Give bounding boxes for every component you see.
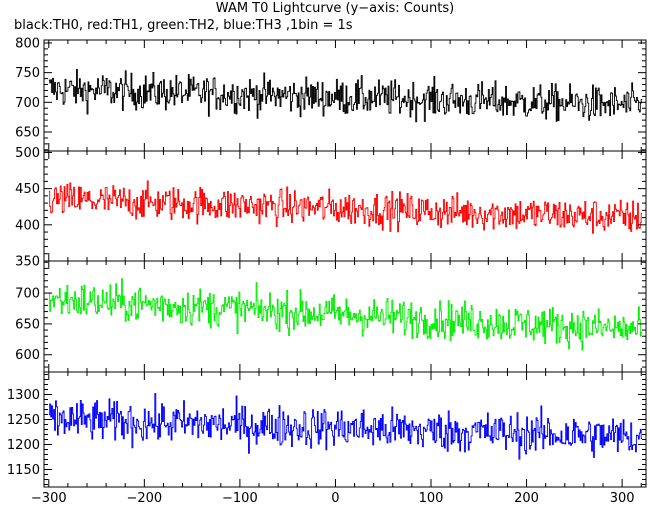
y-tick-label: 1200: [7, 438, 40, 453]
y-tick-label: 700: [15, 96, 40, 111]
series-line-th3: [48, 393, 643, 460]
y-tick-label: 700: [15, 287, 40, 302]
series-line-th2: [48, 278, 643, 351]
x-tick-label: −200: [126, 491, 162, 505]
x-tick-label: 300: [610, 491, 635, 505]
x-tick-label: 0: [331, 491, 339, 505]
chart-title: WAM T0 Lightcurve (y−axis: Counts): [216, 1, 454, 16]
y-tick-label: 1300: [7, 388, 40, 403]
series-line-th1: [48, 180, 643, 234]
y-tick-label: 650: [15, 126, 40, 141]
y-tick-label: 350: [15, 255, 40, 270]
x-tick-label: 200: [514, 491, 539, 505]
panel-frame-th0: [43, 39, 647, 152]
y-tick-label: 1150: [7, 463, 40, 478]
y-tick-label: 650: [15, 317, 40, 332]
x-tick-label: 100: [419, 491, 444, 505]
y-tick-label: 500: [15, 146, 40, 161]
x-tick-label: −300: [31, 491, 67, 505]
y-tick-label: 750: [15, 66, 40, 81]
y-tick-label: 400: [15, 218, 40, 233]
y-tick-label: 600: [15, 348, 40, 363]
y-tick-label: 800: [15, 36, 40, 51]
chart-subtitle: black:TH0, red:TH1, green:TH2, blue:TH3 …: [14, 18, 353, 33]
series-line-th0: [48, 68, 643, 123]
y-tick-label: 1250: [7, 413, 40, 428]
y-tick-label: 450: [15, 182, 40, 197]
panels-group: 650 700 750 800 350 400 450 500 600 650 700 1150 120…: [7, 36, 647, 505]
x-tick-label: −100: [222, 491, 258, 505]
panel-frame-th2: [43, 260, 647, 373]
